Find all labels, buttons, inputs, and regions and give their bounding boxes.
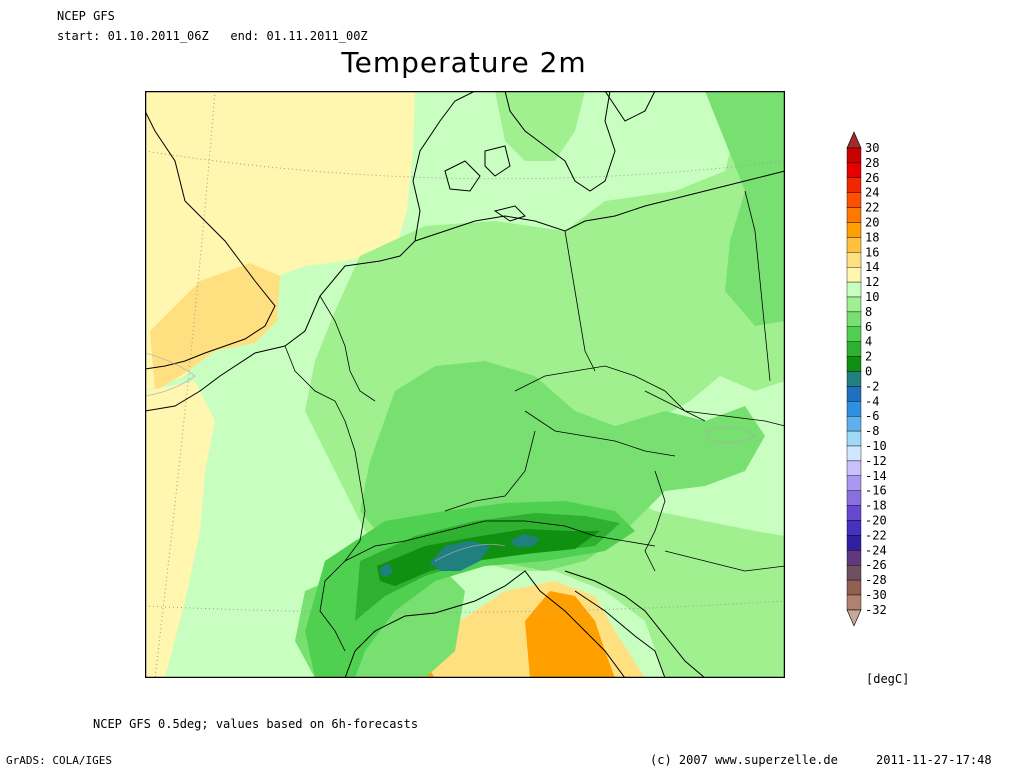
legend-level-label: -30: [865, 588, 887, 602]
legend-swatch: [846, 475, 862, 491]
legend-swatch: [846, 520, 862, 536]
legend-level-label: -28: [865, 573, 887, 587]
legend-swatch: [846, 430, 862, 447]
field-west-yellow: [145, 381, 215, 678]
legend-swatch: [846, 490, 862, 506]
field-northsea-green: [495, 91, 585, 161]
legend-swatch: [846, 505, 862, 521]
legend-level-label: 0: [865, 365, 872, 379]
legend-swatch: [846, 162, 862, 179]
model-label: NCEP GFS: [57, 9, 115, 23]
legend-level-label: 30: [865, 141, 879, 155]
legend-swatch: [846, 356, 862, 372]
legend-swatch: [846, 550, 862, 566]
legend-swatch: [846, 371, 862, 387]
legend-level-label: -8: [865, 424, 879, 438]
legend-level-label: -32: [865, 603, 887, 617]
legend-level-label: -2: [865, 379, 879, 393]
software-credit: GrADS: COLA/IGES: [6, 754, 112, 767]
legend-swatch: [846, 252, 862, 268]
field-minus-patch-1: [430, 541, 490, 571]
legend-level-label: -10: [865, 439, 887, 453]
legend-swatch: [846, 237, 862, 253]
legend-level-label: 14: [865, 260, 879, 274]
timestamp: 2011-11-27-17:48: [876, 753, 992, 767]
graticule: [145, 91, 785, 678]
legend-swatch: [846, 192, 862, 208]
legend-level-label: -26: [865, 558, 887, 572]
legend-arrow-bottom: [846, 609, 862, 627]
field-minus-patch-2: [510, 534, 540, 547]
temperature-map: [145, 91, 785, 678]
map-frame: [145, 91, 785, 678]
legend-level-label: -18: [865, 499, 887, 513]
contour-lines: [145, 352, 756, 562]
legend-level-label: -6: [865, 409, 879, 423]
legend-level-label: 10: [865, 290, 879, 304]
legend-swatch: [846, 222, 862, 238]
copyright: (c) 2007 www.superzelle.de: [650, 753, 838, 767]
legend-swatch: [846, 594, 862, 611]
legend-swatch: [846, 579, 862, 596]
country-borders: [284, 190, 785, 652]
field-east-6-8: [705, 91, 785, 326]
legend-level-label: 4: [865, 335, 872, 349]
legend-swatch: [846, 311, 862, 327]
legend-level-label: 20: [865, 216, 879, 230]
legend-swatch: [846, 207, 862, 223]
period-label: start: 01.10.2011_06Z end: 01.11.2011_00…: [57, 29, 368, 43]
legend-swatch: [846, 147, 862, 164]
field-minus-patch-3: [379, 563, 393, 577]
legend-level-label: 12: [865, 275, 879, 289]
legend-swatch: [846, 565, 862, 581]
legend-level-label: 6: [865, 320, 872, 334]
legend-swatch: [846, 341, 862, 357]
legend-level-label: -22: [865, 528, 887, 542]
page-title: Temperature 2m: [341, 46, 587, 79]
legend-swatch: [846, 296, 862, 313]
legend-units: [degC]: [866, 672, 910, 686]
legend-swatch: [846, 266, 862, 283]
legend-level-label: -24: [865, 543, 887, 557]
legend-level-label: -20: [865, 514, 887, 528]
legend-arrow-top: [846, 131, 862, 149]
legend-level-label: 28: [865, 156, 879, 170]
legend-swatch: [846, 416, 862, 432]
legend-level-label: -12: [865, 454, 887, 468]
legend-level-label: 8: [865, 305, 872, 319]
legend-level-label: 24: [865, 186, 879, 200]
legend-level-label: 18: [865, 230, 879, 244]
field-0-2-alps: [377, 529, 600, 586]
legend-swatch: [846, 535, 862, 551]
legend-level-label: 22: [865, 201, 879, 215]
legend-swatch: [846, 401, 862, 417]
legend-level-label: 16: [865, 245, 879, 259]
field-14-16-england: [150, 263, 280, 391]
legend-level-label: 2: [865, 350, 872, 364]
legend-level-label: -4: [865, 394, 879, 408]
legend-swatch: [846, 460, 862, 476]
legend-swatch: [846, 281, 862, 298]
legend-level-label: -14: [865, 469, 887, 483]
legend-swatch: [846, 386, 862, 402]
coastlines: [145, 91, 785, 678]
footer-note: NCEP GFS 0.5deg; values based on 6h-fore…: [93, 717, 419, 731]
legend-swatch: [846, 326, 862, 342]
field-italy-orange: [525, 591, 615, 678]
legend-swatch: [846, 445, 862, 462]
legend-swatch: [846, 177, 862, 193]
legend-level-label: 26: [865, 171, 879, 185]
color-legend: 302826242220181614121086420-2-4-6-8-10-1…: [846, 131, 887, 627]
legend-level-label: -16: [865, 484, 887, 498]
